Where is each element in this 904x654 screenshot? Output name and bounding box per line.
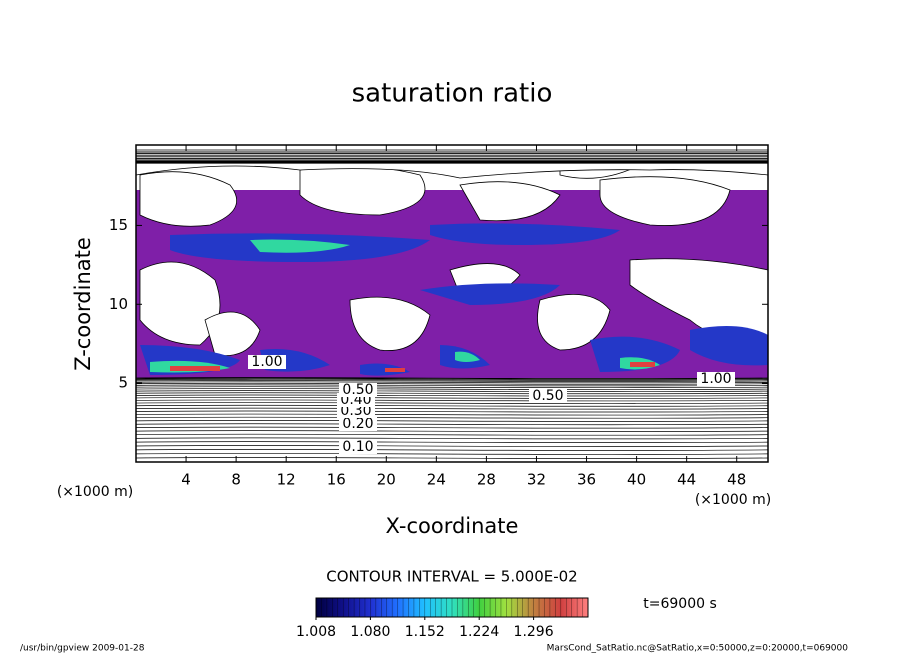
contour-label-box <box>339 383 377 397</box>
peak-saturation-region <box>630 362 655 367</box>
colorbar-tick-label: 1.296 <box>514 624 554 640</box>
colorbar-tick-label: 1.080 <box>350 624 390 640</box>
colorbar-tick-label: 1.152 <box>405 624 445 640</box>
x-tick-label: 36 <box>577 471 596 489</box>
contour-label-box <box>697 372 735 386</box>
high-saturation-region <box>250 239 350 253</box>
contour-line <box>136 380 768 382</box>
x-tick-label: 32 <box>527 471 546 489</box>
contour-label-box <box>529 389 567 403</box>
x-tick-label: 24 <box>427 471 446 489</box>
peak-saturation-region <box>385 368 405 372</box>
contour-line <box>136 396 768 399</box>
x-tick-label: 48 <box>727 471 746 489</box>
contour-line <box>136 416 768 419</box>
unsaturated-region <box>459 181 561 222</box>
contour-line <box>136 377 768 380</box>
x-tick-label: 4 <box>181 471 191 489</box>
contour-label: 1.00 <box>700 371 731 387</box>
time-label: t=69000 s <box>643 596 717 612</box>
contour-label: 0.20 <box>342 416 373 432</box>
contour-line <box>136 381 768 384</box>
contour-line <box>136 426 768 429</box>
x-axis-label: X-coordinate <box>386 514 519 538</box>
y-tick-label: 5 <box>118 374 128 392</box>
x-tick-label: 8 <box>231 471 241 489</box>
contour-line <box>136 452 768 455</box>
contour-line <box>136 386 768 389</box>
contour-line <box>136 437 768 440</box>
supersaturated-region <box>430 223 620 245</box>
contour-label: 0.50 <box>342 382 373 398</box>
contour-line <box>136 410 768 413</box>
contour-line <box>136 419 768 422</box>
x-unit-label: (×1000 m) <box>695 492 771 508</box>
supersaturated-region <box>420 283 560 305</box>
supersaturated-region <box>590 336 680 372</box>
footer-right: MarsCond_SatRatio.nc@SatRatio,x=0:50000,… <box>547 644 849 654</box>
x-tick-label: 16 <box>327 471 346 489</box>
peak-saturation-region <box>170 366 220 371</box>
contour-line <box>136 445 768 447</box>
colorbar-tick-label: 1.224 <box>459 624 499 640</box>
x-tick-label: 40 <box>627 471 646 489</box>
unsaturated-region <box>204 311 261 357</box>
contour-line <box>136 394 768 397</box>
contour-field: 0.100.200.300.40 0.500.501.001.00 <box>136 149 768 462</box>
contour-label-box <box>339 440 377 454</box>
lower-layer <box>136 378 768 462</box>
chart-title: saturation ratio <box>352 79 553 109</box>
y-tick-label: 10 <box>109 295 128 313</box>
contour-line <box>136 423 768 426</box>
contour-line <box>136 433 768 436</box>
x-tick-label: 20 <box>377 471 396 489</box>
contour-line <box>136 378 768 380</box>
contour-line <box>136 448 768 451</box>
y-axis-label: Z-coordinate <box>71 237 95 371</box>
contour-label: 0.50 <box>532 388 563 404</box>
contour-line <box>136 430 768 433</box>
contour-line <box>136 413 768 416</box>
contour-line <box>136 407 768 410</box>
x-unit-label: (×1000 m) <box>57 484 133 500</box>
y-tick-label: 15 <box>109 216 128 234</box>
contour-line <box>136 392 768 395</box>
contour-label-box <box>339 417 377 431</box>
unsaturated-region <box>349 296 431 351</box>
contour-line <box>136 402 768 404</box>
unsaturated-region <box>599 176 731 226</box>
colorbar-tick-label: 1.008 <box>296 624 336 640</box>
contour-label: 0.10 <box>342 439 373 455</box>
contour-line <box>136 378 768 381</box>
unsaturated-region <box>136 149 768 179</box>
contour-line <box>136 390 768 393</box>
plot-frame <box>135 144 769 463</box>
contour-line <box>136 399 768 402</box>
high-saturation-region <box>455 351 480 362</box>
contour-line <box>136 384 768 387</box>
x-tick-label: 12 <box>277 471 296 489</box>
contour-label-box <box>337 404 375 418</box>
contour-line <box>136 388 768 390</box>
contour-line <box>136 404 768 407</box>
x-tick-label: 44 <box>677 471 696 489</box>
unsaturated-region <box>139 171 238 227</box>
contour-label-box <box>248 355 286 369</box>
footer-left: /usr/bin/gpview 2009-01-28 <box>20 644 145 654</box>
contour-line <box>136 441 768 444</box>
supersaturated-region <box>690 326 768 366</box>
contour-label: 1.00 <box>251 354 282 370</box>
contour-line <box>136 457 768 459</box>
contour-line <box>136 382 768 385</box>
x-tick-label: 28 <box>477 471 496 489</box>
contour-interval: CONTOUR INTERVAL = 5.000E-02 <box>326 568 577 586</box>
